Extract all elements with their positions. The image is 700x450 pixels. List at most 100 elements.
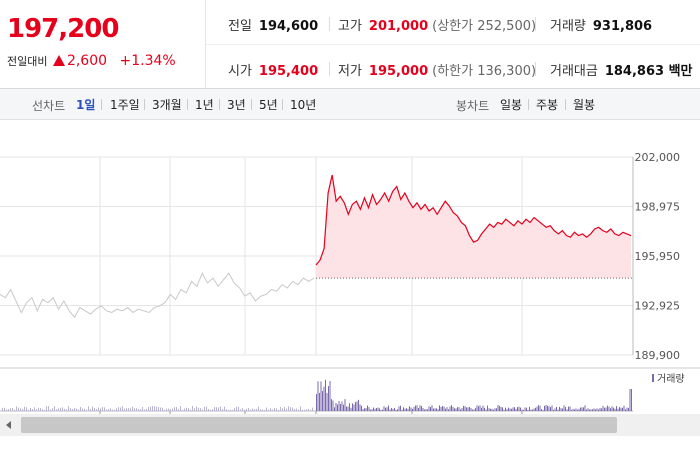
divider xyxy=(329,17,330,31)
volume-bar xyxy=(244,409,245,411)
volume-bar xyxy=(138,408,139,411)
volume-bar xyxy=(204,406,205,411)
volume-bar xyxy=(325,379,326,411)
volume-bar xyxy=(515,408,517,411)
divider xyxy=(251,99,252,110)
period-1d[interactable]: 1일 xyxy=(76,98,96,112)
candle-monthly[interactable]: 월봉 xyxy=(573,98,596,112)
volume-bar xyxy=(64,408,65,411)
stat-label: 저가 xyxy=(338,64,362,79)
divider xyxy=(329,62,330,76)
volume-bar xyxy=(264,409,265,411)
volume-bar xyxy=(228,409,229,411)
volume-bar xyxy=(355,402,356,411)
candle-daily[interactable]: 일봉 xyxy=(500,98,523,112)
volume-bar xyxy=(404,408,406,411)
volume-bar xyxy=(586,409,587,411)
volume-bar xyxy=(317,381,319,411)
scroll-thumb[interactable] xyxy=(21,417,617,433)
volume-bar xyxy=(144,409,145,411)
volume-bar xyxy=(439,405,440,411)
volume-bar xyxy=(180,406,181,411)
divider xyxy=(187,99,188,110)
volume-bar xyxy=(536,406,538,411)
volume-bar xyxy=(508,407,509,411)
volume-bar xyxy=(577,409,578,411)
volume-bar xyxy=(616,406,617,411)
volume-bar xyxy=(449,406,451,411)
volume-bar xyxy=(590,409,592,411)
volume-bar xyxy=(323,386,325,411)
volume-bar xyxy=(490,408,491,411)
change-row: 전일대비 2,600 +1.34% xyxy=(7,53,176,69)
volume-bar xyxy=(485,409,487,411)
volume-bar xyxy=(184,408,185,411)
volume-bar xyxy=(206,406,207,411)
volume-bar xyxy=(571,409,572,411)
volume-bar xyxy=(176,407,177,411)
prev-day-line xyxy=(0,272,315,319)
volume-bar xyxy=(614,408,616,411)
volume-bar xyxy=(42,409,43,411)
scroll-left-arrow-icon[interactable] xyxy=(0,414,18,436)
volume-bar xyxy=(550,407,551,411)
volume-bar xyxy=(403,407,404,411)
volume-bar xyxy=(78,409,79,411)
volume-bar xyxy=(226,409,227,411)
volume-bar xyxy=(242,408,243,411)
volume-bar xyxy=(526,407,527,411)
volume-bar xyxy=(446,407,448,411)
volume-bar xyxy=(382,409,383,411)
volume-bar xyxy=(319,392,320,411)
volume-bar xyxy=(224,406,225,411)
volume-bar xyxy=(308,408,309,411)
volume-bar xyxy=(619,406,620,411)
stat-label: 거래대금 xyxy=(550,64,598,79)
volume-bar xyxy=(416,405,418,411)
volume-bar xyxy=(527,409,529,411)
volume-bar xyxy=(538,405,539,411)
volume-bar xyxy=(451,405,452,411)
change-percent: +1.34% xyxy=(119,53,176,69)
volume-bar xyxy=(622,407,623,411)
volume-bar xyxy=(112,409,113,411)
volume-bar xyxy=(500,406,502,411)
volume-bar xyxy=(557,409,559,411)
volume-bar xyxy=(202,409,203,411)
volume-bar xyxy=(388,405,389,411)
period-5y[interactable]: 5년 xyxy=(259,98,278,112)
volume-bar xyxy=(452,406,454,411)
period-3m[interactable]: 3개월 xyxy=(152,98,182,112)
period-10y[interactable]: 10년 xyxy=(290,98,317,112)
volume-bar xyxy=(487,405,488,411)
volume-bar xyxy=(48,406,49,411)
volume-bar xyxy=(460,409,461,411)
volume-bar xyxy=(530,409,532,411)
volume-bar xyxy=(82,408,83,411)
period-1y[interactable]: 1년 xyxy=(195,98,214,112)
volume-bar xyxy=(379,408,380,411)
chart-scrollbar[interactable] xyxy=(0,414,700,436)
volume-bar xyxy=(484,407,485,411)
volume-bar xyxy=(152,406,153,411)
volume-bar xyxy=(511,408,512,411)
volume-bar xyxy=(458,407,460,411)
volume-bar xyxy=(424,409,425,411)
candle-weekly[interactable]: 주봉 xyxy=(536,98,559,112)
volume-bar xyxy=(505,407,506,411)
volume-bar xyxy=(328,386,329,411)
volume-bar xyxy=(607,405,608,411)
period-1w[interactable]: 1주일 xyxy=(110,98,140,112)
volume-bar xyxy=(196,406,197,411)
volume-bar xyxy=(250,409,251,411)
volume-bar xyxy=(602,405,604,411)
volume-bar xyxy=(188,408,189,411)
volume-bar xyxy=(545,405,547,411)
volume-bar xyxy=(529,406,530,411)
period-3y[interactable]: 3년 xyxy=(227,98,246,112)
stat-amount: 거래대금 184,863 백만 xyxy=(550,60,693,79)
volume-bar xyxy=(160,407,161,411)
volume-bar xyxy=(114,409,115,411)
volume-bar xyxy=(272,409,273,411)
volume-bar xyxy=(218,407,219,411)
